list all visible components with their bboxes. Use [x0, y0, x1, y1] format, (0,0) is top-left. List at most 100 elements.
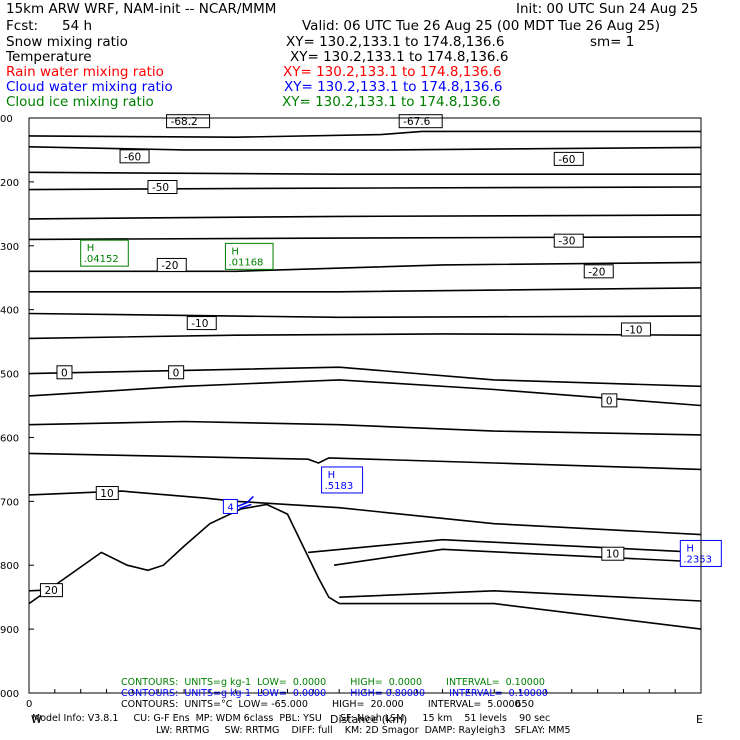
- contour-label-box: [553, 233, 584, 248]
- field-name-temperature: Temperature: [6, 49, 92, 65]
- smoothing-value: sm= 1: [590, 34, 635, 50]
- max-marker-value: .01168: [228, 257, 263, 268]
- contour-info-cloud-ice: CONTOURS: UNITS=g kg-1 LOW= 0.0000 HIGH=…: [121, 677, 545, 688]
- contour-label: -60: [124, 151, 141, 163]
- contour-label: -30: [558, 236, 575, 248]
- max-marker-box: [80, 239, 129, 267]
- y-axis-tick-label: 300: [0, 242, 19, 253]
- isotherm-line: [29, 287, 702, 293]
- isotherm-line: [29, 261, 702, 273]
- field-name-snow: Snow mixing ratio: [6, 34, 128, 50]
- contour-label: 20: [44, 585, 57, 597]
- field-xy-snow: XY= 130.2,133.1 to 174.8,136.6: [286, 34, 505, 50]
- field-xy-temperature: XY= 130.2,133.1 to 174.8,136.6: [290, 49, 509, 65]
- contour-label: 0: [173, 367, 180, 379]
- max-marker-value: .5183: [325, 481, 354, 492]
- y-axis-tick-label: 00: [0, 114, 13, 125]
- isotherm-line: [28, 452, 702, 471]
- contour-info-temperature: CONTOURS: UNITS=°C LOW= -65.000 HIGH= 20…: [121, 699, 521, 710]
- max-marker-letter: H: [87, 243, 95, 254]
- isotherm-line: [308, 538, 702, 554]
- y-axis-tick-label: 400: [0, 306, 19, 317]
- field-name-cloud-ice: Cloud ice mixing ratio: [6, 94, 154, 110]
- y-axis-tick-label: 600: [0, 433, 19, 444]
- contour-label: 10: [606, 549, 619, 561]
- contour-label-box: [156, 257, 187, 272]
- contour-label: -68.2: [171, 116, 198, 128]
- max-marker-letter: H: [328, 470, 336, 481]
- contour-label-box: [147, 180, 178, 194]
- isotherm-line: [28, 312, 702, 319]
- max-marker-letter: H: [686, 543, 694, 554]
- x-axis-title: Distance (km): [330, 713, 407, 726]
- y-axis-tick-label: 500: [0, 370, 19, 381]
- max-marker-value: .04152: [84, 254, 119, 265]
- contour-label: -20: [588, 266, 605, 278]
- x-axis-tick-label: 0: [26, 699, 32, 710]
- contour-label: -10: [191, 318, 208, 330]
- x-axis-tick-label: 650: [515, 699, 534, 710]
- isotherm-line: [28, 171, 701, 175]
- contour-label-box: [168, 365, 185, 380]
- contour-label: 0: [61, 367, 68, 379]
- contour-label-box: [601, 393, 618, 408]
- isotherm-line: [28, 379, 702, 407]
- y-axis-tick-label: 700: [0, 497, 19, 508]
- contour-label: -60: [558, 154, 575, 166]
- isotherm-line: [28, 214, 702, 220]
- plot-frame: [28, 117, 702, 694]
- max-marker-box: [321, 466, 364, 494]
- forecast-hour: 54 h: [62, 18, 93, 34]
- terrain-profile: [28, 503, 340, 605]
- contour-label: -20: [161, 260, 178, 272]
- y-axis-tick-label: 200: [0, 178, 19, 189]
- contour-label-box: [56, 365, 73, 380]
- contour-label-box: [39, 583, 63, 598]
- contour-label-box: [553, 151, 584, 166]
- contour-label-box: [95, 486, 119, 501]
- isotherm-line: [28, 236, 702, 241]
- y-axis-tick-label: 900: [0, 625, 19, 636]
- isotherm-line: [28, 146, 702, 151]
- contour-label: 0: [606, 395, 613, 407]
- field-xy-cloud-water: XY= 130.2,133.1 to 174.8,136.6: [284, 79, 503, 95]
- field-xy-rain: XY= 130.2,133.1 to 174.8,136.6: [283, 64, 502, 80]
- isotherm-line: [28, 490, 702, 536]
- contour-label-box: [620, 322, 651, 337]
- y-axis-tick-label: 000: [0, 689, 19, 700]
- field-name-cloud-water: Cloud water mixing ratio: [6, 79, 173, 95]
- east-endpoint-label: E: [696, 713, 703, 726]
- max-marker-letter: H: [231, 246, 239, 257]
- field-name-rain: Rain water mixing ratio: [6, 64, 164, 80]
- isotherm-line: [339, 602, 702, 630]
- isotherm-line: [339, 589, 702, 602]
- contour-label-box: [601, 546, 625, 561]
- isotherm-line: [28, 130, 701, 139]
- contour-label: -67.6: [403, 116, 430, 128]
- contour-label-box: [119, 149, 150, 164]
- model-info-line-1: Model Info: V3.8.1 CU: G-F Ens MP: WDM 6…: [32, 713, 551, 724]
- isotherm-line: [28, 186, 702, 191]
- field-xy-cloud-ice: XY= 130.2,133.1 to 174.8,136.6: [282, 94, 501, 110]
- cloud-water-contour-label: 4: [227, 502, 233, 513]
- cloud-water-contour: [237, 495, 254, 510]
- init-time: Init: 00 UTC Sun 24 Aug 25: [516, 1, 699, 17]
- contour-label: -10: [625, 324, 642, 336]
- contour-label: -50: [152, 182, 169, 194]
- model-title: 15km ARW WRF, NAM-init -- NCAR/MMM: [6, 1, 277, 17]
- max-marker-box: [224, 242, 274, 270]
- contour-label-box: [186, 316, 217, 331]
- valid-time: Valid: 06 UTC Tue 26 Aug 25 (00 MDT Tue …: [302, 18, 661, 34]
- y-axis-tick-label: 800: [0, 561, 19, 572]
- isotherm-line: [28, 333, 702, 340]
- west-endpoint-label: W: [31, 713, 42, 726]
- contour-label: 10: [100, 488, 113, 500]
- isotherm-line: [28, 366, 702, 388]
- contour-label-box: [583, 264, 614, 279]
- forecast-label: Fcst:: [6, 18, 39, 34]
- isotherm-line: [28, 420, 702, 436]
- max-marker-value: .2353: [683, 554, 712, 565]
- contour-info-cloud-water: CONTOURS: UNITS=g kg-1 LOW= 0.0000 HIGH=…: [121, 688, 548, 699]
- model-info-line-2: LW: RRTMG SW: RRTMG DIFF: full KM: 2D Sm…: [156, 725, 571, 736]
